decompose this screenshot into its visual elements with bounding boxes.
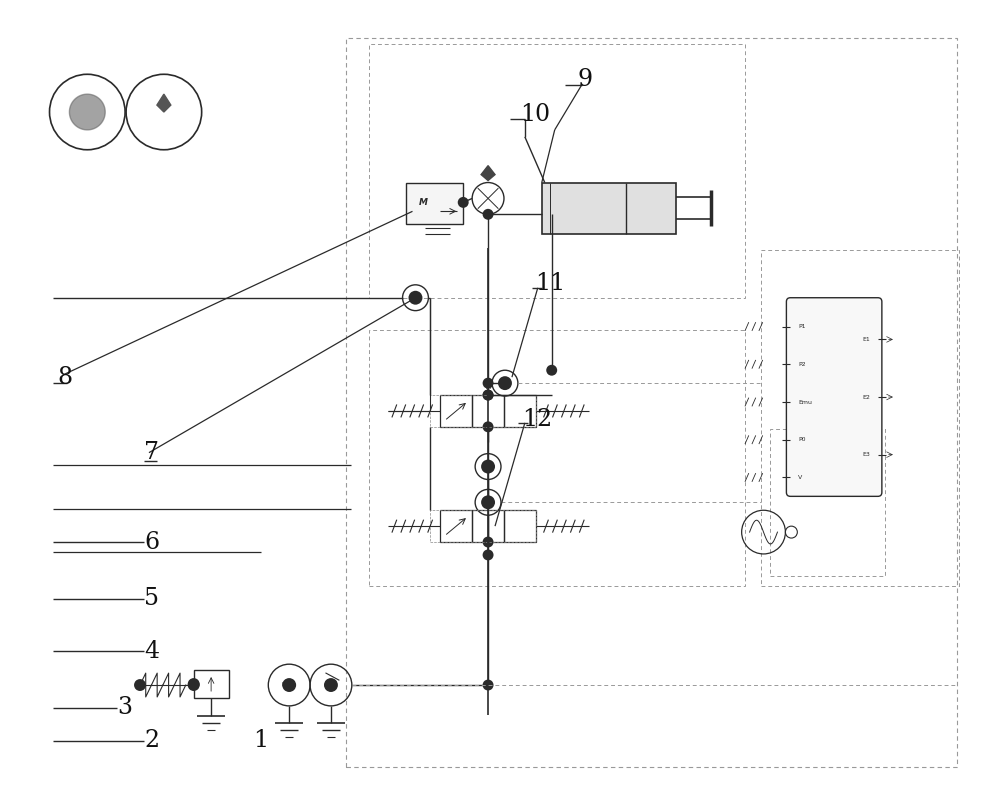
Bar [542, 183, 676, 234]
Bar [761, 250, 959, 586]
Circle shape [498, 376, 512, 390]
Text: 5: 5 [144, 587, 159, 610]
Text: 9: 9 [578, 68, 593, 91]
Bar [194, 670, 229, 698]
Bar [346, 38, 957, 767]
Bar [440, 395, 472, 427]
Text: 4: 4 [144, 640, 159, 663]
Text: P1: P1 [798, 324, 806, 329]
Text: 2: 2 [144, 729, 159, 752]
Text: 8: 8 [57, 365, 73, 389]
Text: A: A [486, 499, 490, 506]
Bar [406, 183, 463, 225]
Circle shape [188, 679, 200, 691]
FancyBboxPatch shape [786, 298, 882, 497]
Polygon shape [69, 94, 105, 130]
Text: 7: 7 [144, 441, 159, 464]
Text: Emu: Emu [798, 399, 812, 404]
Polygon shape [481, 166, 495, 180]
Circle shape [458, 197, 469, 208]
Text: V: V [798, 475, 803, 480]
Text: 10: 10 [520, 104, 550, 126]
Circle shape [546, 365, 557, 376]
Text: 11: 11 [535, 272, 565, 295]
Bar [472, 510, 504, 542]
Text: A: A [486, 384, 490, 390]
Bar [369, 44, 745, 298]
Circle shape [282, 678, 296, 692]
Text: E1: E1 [862, 337, 870, 342]
Circle shape [483, 550, 494, 560]
Text: P2: P2 [798, 361, 806, 367]
Text: M: M [419, 198, 428, 207]
Circle shape [134, 679, 146, 691]
Circle shape [483, 421, 494, 432]
Bar [369, 329, 745, 586]
Bar [504, 510, 536, 542]
Circle shape [481, 460, 495, 473]
Polygon shape [157, 94, 171, 112]
Bar [472, 395, 504, 427]
Bar [430, 395, 536, 427]
Circle shape [324, 678, 338, 692]
Bar [770, 429, 885, 576]
Circle shape [483, 679, 494, 691]
Text: E3: E3 [862, 452, 870, 457]
Circle shape [483, 390, 494, 401]
Bar [504, 395, 536, 427]
Circle shape [409, 291, 422, 304]
Circle shape [483, 390, 494, 401]
Bar [430, 510, 536, 542]
Text: 6: 6 [144, 530, 159, 554]
Text: E2: E2 [862, 394, 870, 399]
Circle shape [483, 537, 494, 547]
Circle shape [483, 378, 494, 389]
Text: MOT: MOT [281, 682, 293, 687]
Circle shape [483, 208, 494, 220]
Text: 12: 12 [522, 408, 552, 431]
Text: 3: 3 [117, 696, 132, 720]
Bar [440, 510, 472, 542]
Text: 1: 1 [253, 729, 269, 752]
Text: P0: P0 [798, 437, 806, 442]
Circle shape [188, 678, 200, 690]
Circle shape [481, 495, 495, 510]
